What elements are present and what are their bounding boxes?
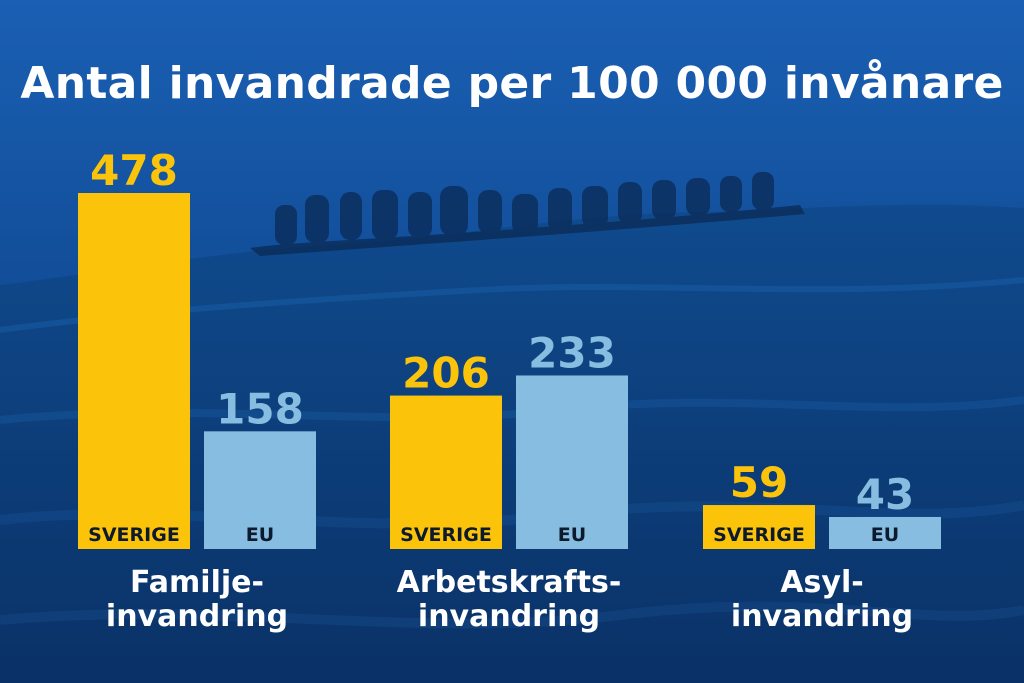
series-label-eu-1: EU (558, 524, 586, 546)
series-label-eu-2: EU (871, 524, 899, 546)
value-label-eu-2: 43 (856, 470, 914, 519)
category-label-line: Asyl- (780, 565, 863, 600)
category-label-line: invandring (418, 599, 600, 634)
category-label-line: invandring (106, 599, 288, 634)
bar-eu-2 (829, 516, 941, 549)
bar-sverige-1 (390, 395, 502, 549)
category-label-line: Arbetskrafts- (397, 565, 622, 600)
bar-eu-1 (516, 375, 628, 549)
value-label-sverige-0: 478 (90, 146, 178, 195)
series-label-eu-0: EU (246, 524, 274, 546)
value-label-eu-0: 158 (216, 384, 304, 433)
value-label-sverige-2: 59 (730, 458, 788, 507)
category-label-line: invandring (731, 599, 913, 634)
series-label-sverige-1: SVERIGE (400, 524, 492, 546)
category-label-2: Asyl-invandring (731, 565, 913, 634)
series-label-sverige-0: SVERIGE (88, 524, 180, 546)
bar-eu-0 (204, 431, 316, 549)
boat-silhouette (250, 172, 805, 256)
value-label-eu-1: 233 (528, 328, 616, 377)
chart-title: Antal invandrade per 100 000 invånare (20, 58, 1004, 109)
category-label-0: Familje-invandring (106, 565, 288, 634)
bar-sverige-2 (703, 505, 815, 549)
bar-sverige-0 (78, 193, 190, 549)
series-label-sverige-2: SVERIGE (713, 524, 805, 546)
category-label-1: Arbetskrafts-invandring (397, 565, 622, 634)
category-label-line: Familje- (130, 565, 264, 600)
value-label-sverige-1: 206 (402, 349, 490, 398)
